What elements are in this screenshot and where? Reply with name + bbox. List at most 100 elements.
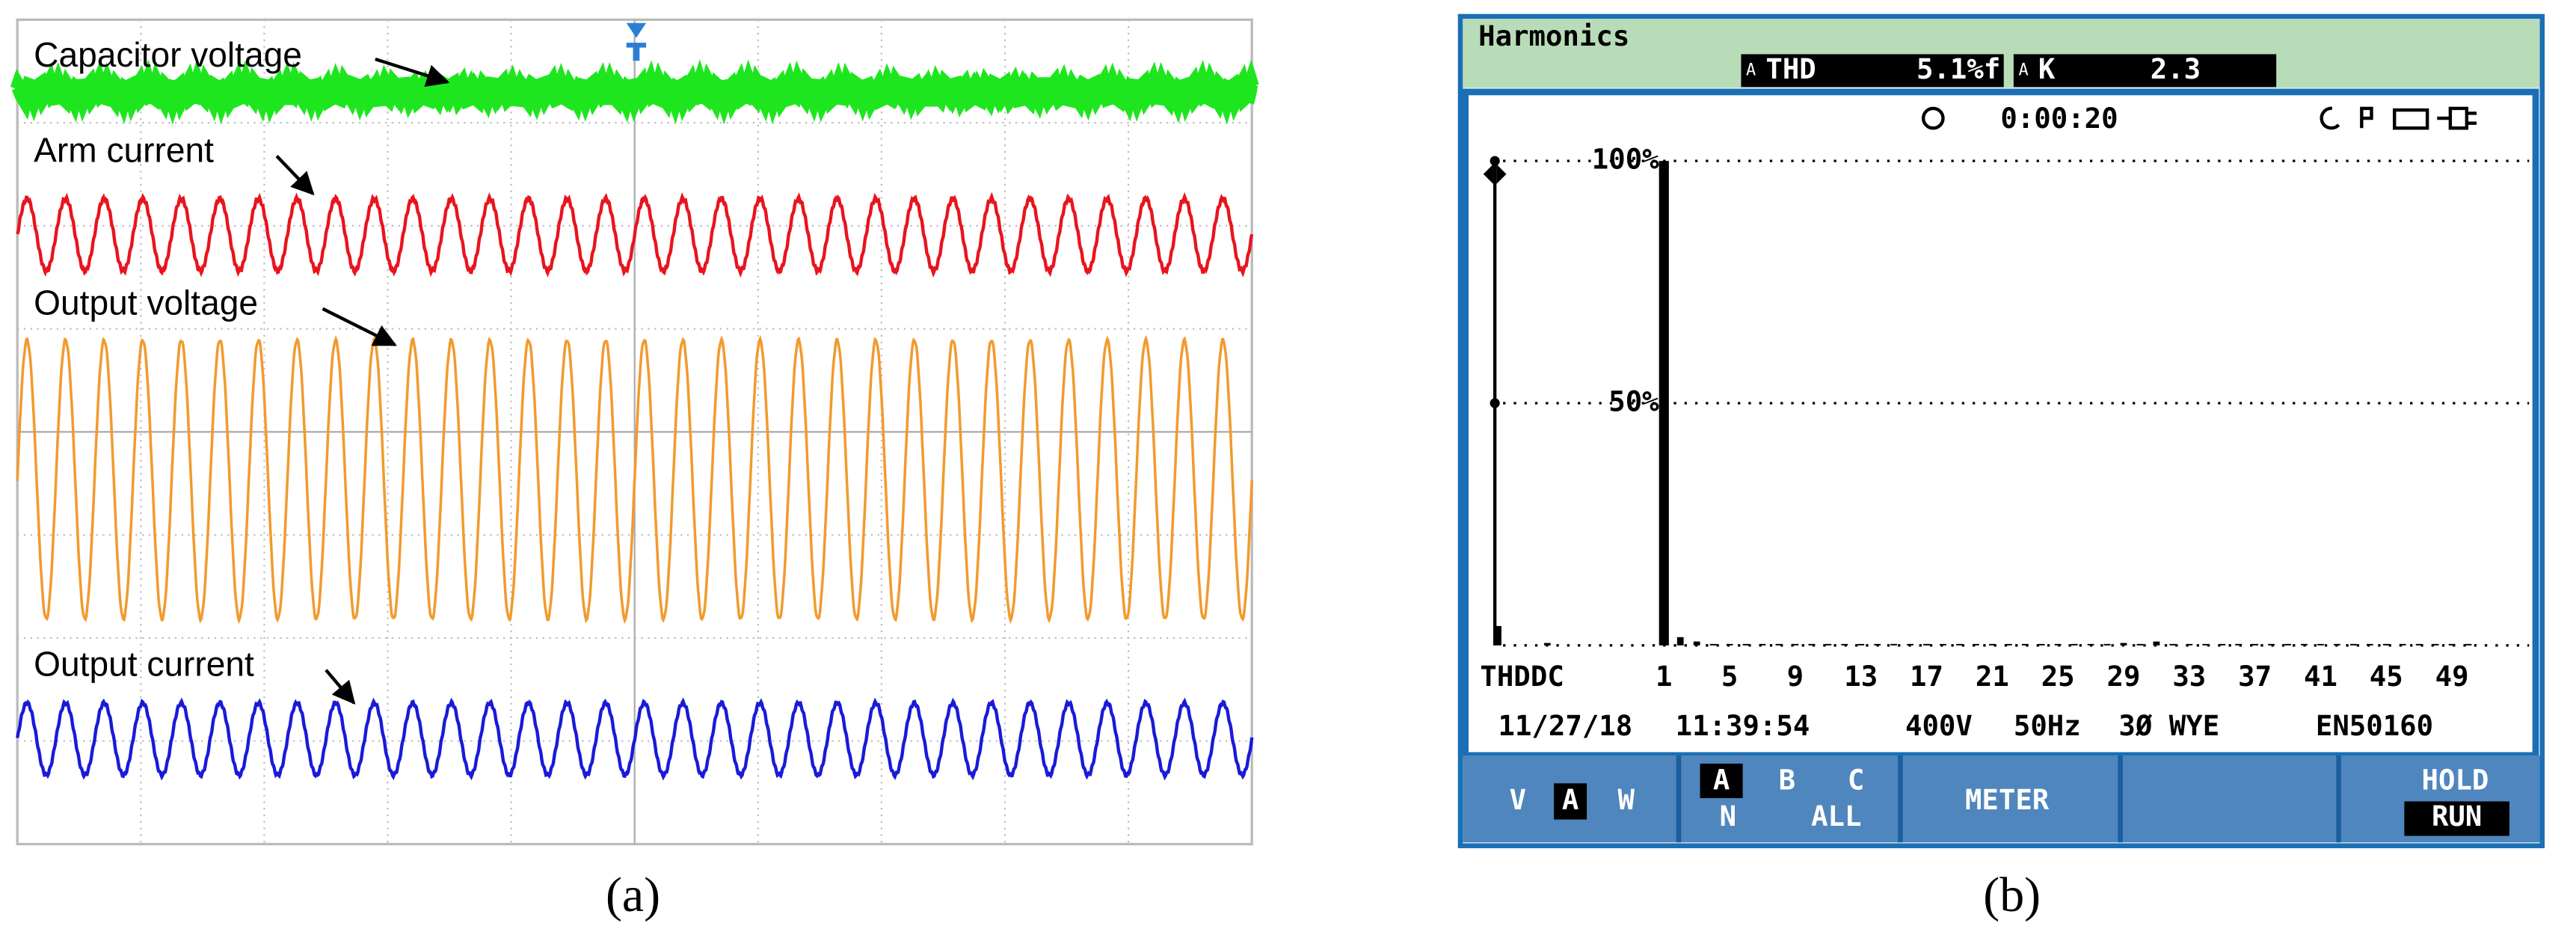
readout-label: K	[2038, 52, 2056, 85]
bar	[2465, 643, 2472, 646]
bar	[2415, 643, 2423, 646]
softkey-option[interactable]: A	[1562, 783, 1579, 816]
readout-box	[1741, 54, 2004, 88]
phase-tag: A	[1746, 61, 1756, 79]
x-tick-label: 1	[1656, 660, 1672, 693]
x-tick-label: 41	[2304, 660, 2337, 693]
bar	[2054, 643, 2062, 646]
tick-dot	[1490, 156, 1500, 166]
phase-tag: A	[2018, 61, 2028, 79]
bar	[2087, 643, 2094, 646]
y-tick-label: 50%	[1608, 384, 1659, 417]
timer: 0:00:20	[2000, 102, 2118, 135]
bar	[1742, 643, 1750, 646]
bar	[2071, 643, 2078, 646]
bar	[1775, 643, 1783, 646]
bar	[2349, 643, 2357, 646]
bar	[1973, 643, 1979, 646]
bar	[2448, 643, 2456, 646]
bar	[1988, 643, 1996, 646]
bar	[2235, 643, 2243, 646]
softkey-option[interactable]: ALL	[1811, 800, 1861, 833]
bar	[2317, 643, 2324, 646]
bar	[2021, 643, 2029, 646]
bar	[2153, 641, 2160, 646]
x-tick-label: THD	[1480, 660, 1530, 693]
bar	[2219, 643, 2226, 646]
x-tick-label: 33	[2172, 660, 2206, 693]
softkey-option[interactable]: V	[1510, 783, 1526, 816]
plot-frame	[1462, 88, 2539, 759]
timer-icon	[1921, 106, 1945, 130]
softkey[interactable]: METER	[1965, 783, 2050, 816]
trace-label: Output voltage	[34, 283, 258, 322]
analyzer-panel: Harmonics A THD 5.1%f A K 2.3 0:00:20 50…	[1457, 13, 2545, 922]
harmonics-chart: 50% 100% THD DC 1 5 9 13 17 21 25 29 33 37 41 45 49	[1480, 143, 2530, 693]
status-standard: EN50160	[2316, 709, 2433, 742]
y-tick-label: 100%	[1592, 143, 1659, 176]
softkey-option[interactable]: W	[1618, 783, 1635, 816]
trigger-marker	[626, 22, 647, 61]
status-icons	[2320, 106, 2477, 130]
x-tick-label: 25	[2041, 660, 2075, 693]
bar	[2268, 643, 2275, 646]
readout-label: THD	[1765, 52, 1816, 85]
status-frequency: 50Hz	[2014, 709, 2081, 742]
trace-label: Capacitor voltage	[34, 35, 302, 74]
x-tick-label: 49	[2435, 660, 2469, 693]
softkey-option[interactable]: A	[1713, 764, 1730, 797]
bar	[1857, 643, 1865, 646]
bar	[1676, 637, 1684, 646]
softkey-option[interactable]: N	[1720, 800, 1736, 833]
x-tick-label: 45	[2370, 660, 2403, 693]
status-config: 3Ø WYE	[2118, 709, 2219, 742]
bar	[2103, 643, 2111, 646]
bar	[1907, 643, 1913, 646]
bar	[2432, 643, 2439, 646]
selection-box	[1700, 763, 1743, 798]
arrow	[375, 57, 450, 88]
waveforms	[10, 59, 1259, 781]
x-tick-label: DC	[1531, 660, 1564, 693]
readout-value: 2.3	[2151, 52, 2201, 85]
x-tick-label: 13	[1844, 660, 1878, 693]
readout-box	[2013, 54, 2277, 88]
oscilloscope-panel: Capacitor voltage Arm current Output vol…	[10, 18, 1259, 922]
softkey-bar	[1463, 755, 2540, 843]
status-date: 11/27/18	[1498, 709, 1633, 742]
softkey-option[interactable]: B	[1779, 764, 1795, 797]
bar	[2366, 643, 2373, 646]
selection-box	[1554, 783, 1587, 820]
arrow	[275, 155, 315, 196]
caption: (a)	[606, 868, 660, 922]
bar	[2202, 643, 2210, 646]
bar	[2301, 643, 2308, 646]
bar	[2136, 643, 2144, 646]
bar	[2399, 643, 2406, 646]
bar	[1940, 643, 1946, 646]
x-tick-label: 5	[1721, 660, 1738, 693]
softkey-option[interactable]: C	[1848, 764, 1864, 797]
softkey-option[interactable]: RUN	[2432, 800, 2482, 833]
bar	[1543, 643, 1551, 646]
header-title: Harmonics	[1478, 19, 1629, 52]
bar	[2186, 643, 2193, 646]
bar	[2382, 643, 2390, 646]
trace-label: Output current	[34, 645, 254, 684]
bar	[2005, 643, 2012, 646]
bar	[2169, 643, 2177, 646]
readout-value: 5.1%f	[1916, 52, 2000, 85]
bar	[1709, 643, 1717, 646]
waveform	[16, 334, 1253, 625]
x-tick-label: 37	[2238, 660, 2272, 693]
bar	[2334, 643, 2340, 646]
bar	[1693, 641, 1700, 646]
arrow	[322, 307, 397, 347]
waveform	[16, 191, 1254, 278]
bar	[1841, 643, 1848, 646]
bar	[1495, 625, 1501, 646]
bar	[1726, 643, 1733, 646]
softkey-option[interactable]: HOLD	[2422, 764, 2489, 797]
bar	[1890, 643, 1898, 646]
